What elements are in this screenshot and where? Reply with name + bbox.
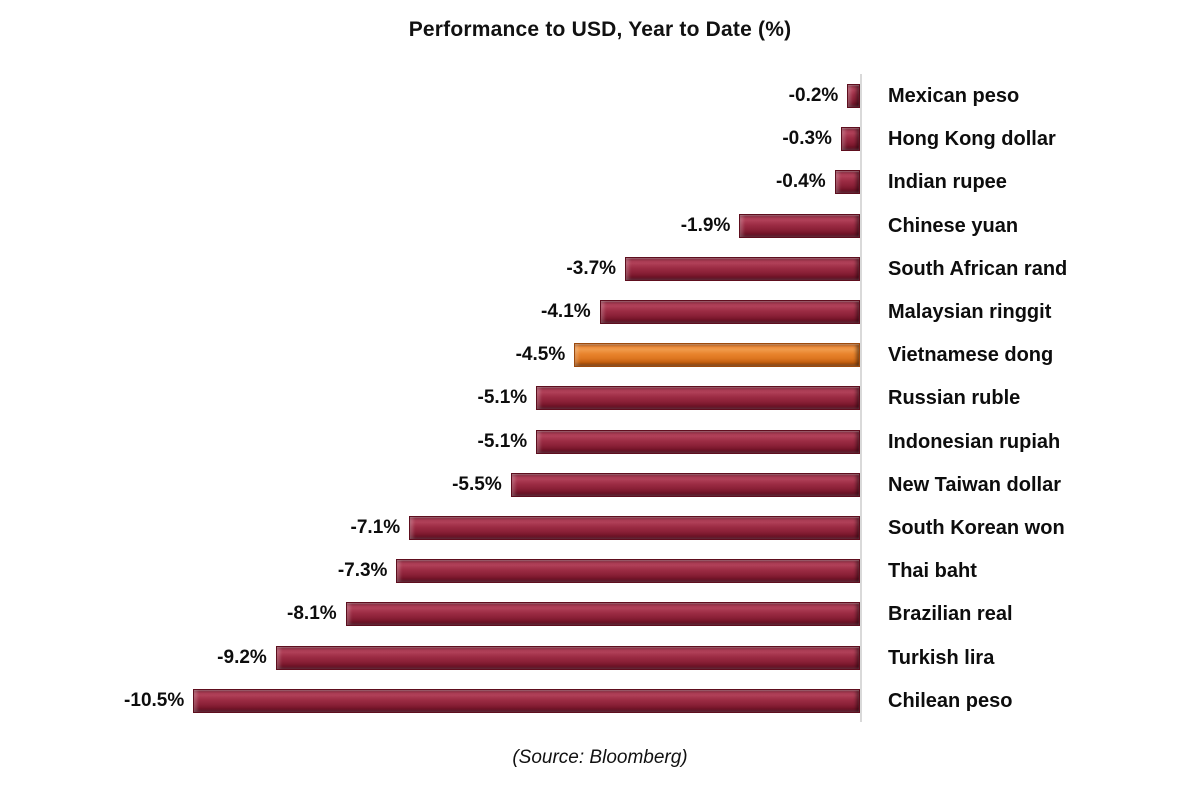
bar-category-label: Chinese yuan	[888, 214, 1019, 237]
bar-value-label: -9.2%	[217, 646, 267, 668]
bar-chilean-peso	[193, 688, 860, 713]
bar-value-label: -5.1%	[477, 430, 528, 452]
bar-category-label: Indonesian rupiah	[888, 430, 1061, 453]
bar-category-label: Chilean peso	[888, 689, 1013, 712]
bar-value-label: -0.4%	[775, 171, 826, 193]
bar-south-african-rand	[625, 256, 860, 281]
bar-new-taiwan-dollar	[510, 472, 860, 497]
chart-row: -10.5% Chilean peso	[0, 688, 1200, 713]
bar-brazilian-real	[345, 602, 860, 627]
chart-row: -4.5% Vietnamese dong	[0, 343, 1200, 368]
bar-malaysian-ringgit	[599, 300, 860, 324]
bar-value-label: -5.1%	[477, 387, 528, 409]
bar-thai-baht	[396, 559, 860, 584]
bar-indonesian-rupiah	[536, 429, 860, 454]
bar-south-korean-won	[409, 516, 860, 540]
bar-value-label: -5.5%	[452, 473, 502, 495]
baseline-axis	[860, 74, 862, 722]
bar-value-label: -4.1%	[541, 301, 591, 322]
chart-row: -0.4% Indian rupee	[0, 170, 1200, 195]
chart-row: -0.2% Mexican peso	[0, 84, 1200, 108]
bar-mexican-peso	[847, 84, 860, 108]
bar-value-label: -4.5%	[515, 344, 566, 366]
bar-category-label: Malaysian ringgit	[888, 301, 1052, 323]
bar-indian-rupee	[834, 170, 860, 195]
bar-hong-kong-dollar	[840, 127, 860, 152]
bar-russian-ruble	[536, 386, 860, 411]
chart-row: -1.9% Chinese yuan	[0, 213, 1200, 238]
bar-category-label: Vietnamese dong	[888, 344, 1054, 367]
bar-category-label: Brazilian real	[888, 603, 1013, 626]
bar-category-label: Mexican peso	[888, 85, 1020, 107]
bar-category-label: South African rand	[888, 257, 1068, 280]
bar-value-label: -1.9%	[680, 214, 731, 236]
chart-row: -4.1% Malaysian ringgit	[0, 300, 1200, 324]
bar-category-label: Russian ruble	[888, 387, 1021, 410]
chart-row: -0.3% Hong Kong dollar	[0, 127, 1200, 152]
chart-row: -7.3% Thai baht	[0, 559, 1200, 584]
bar-chinese-yuan	[739, 213, 860, 238]
bar-category-label: Indian rupee	[888, 171, 1007, 194]
bar-category-label: Thai baht	[888, 560, 977, 583]
source-note: (Source: Bloomberg)	[512, 747, 688, 768]
bar-value-label: -10.5%	[124, 689, 185, 711]
bar-value-label: -3.7%	[566, 257, 617, 279]
chart-row: -9.2% Turkish lira	[0, 645, 1200, 670]
bar-value-label: -0.2%	[788, 85, 839, 106]
bar-vietnamese-dong	[574, 343, 860, 368]
bar-turkish-lira	[275, 645, 860, 670]
chart-title: Performance to USD, Year to Date (%)	[408, 18, 792, 41]
bar-category-label: Hong Kong dollar	[888, 128, 1056, 151]
chart-row: -7.1% South Korean won	[0, 516, 1200, 540]
chart-row: -3.7% South African rand	[0, 256, 1200, 281]
chart-row: -8.1% Brazilian real	[0, 602, 1200, 627]
chart-row: -5.1% Russian ruble	[0, 386, 1200, 411]
bar-category-label: South Korean won	[888, 517, 1065, 539]
bar-value-label: -0.3%	[782, 128, 832, 150]
bar-value-label: -8.1%	[287, 603, 337, 625]
bar-value-label: -7.1%	[350, 517, 401, 538]
chart-row: -5.1% Indonesian rupiah	[0, 429, 1200, 454]
bar-category-label: Turkish lira	[888, 646, 995, 669]
bar-value-label: -7.3%	[337, 560, 388, 582]
chart-row: -5.5% New Taiwan dollar	[0, 472, 1200, 497]
bar-category-label: New Taiwan dollar	[888, 473, 1061, 496]
